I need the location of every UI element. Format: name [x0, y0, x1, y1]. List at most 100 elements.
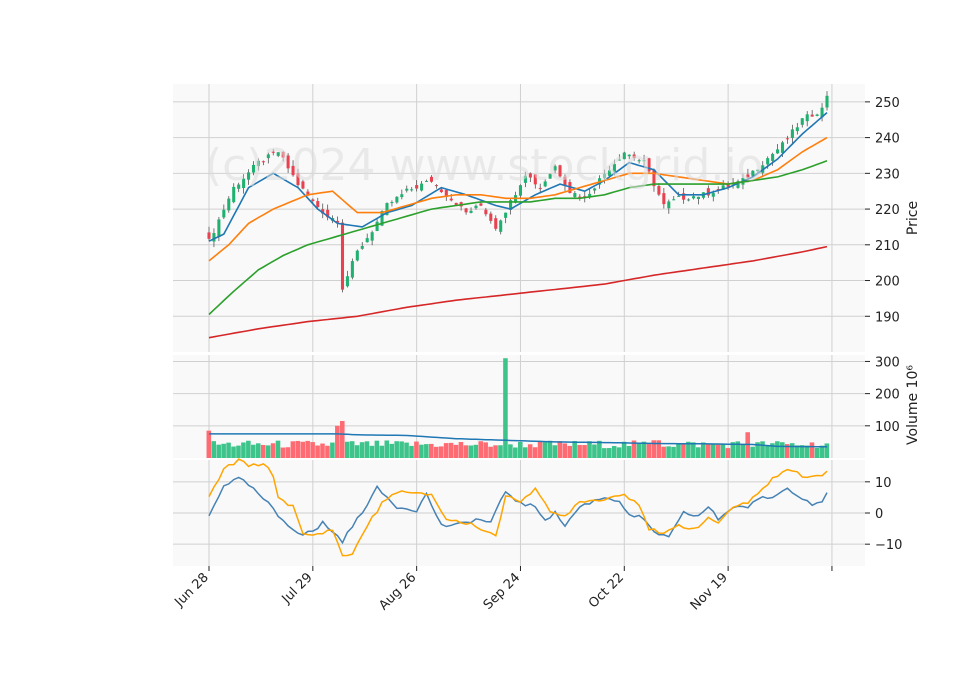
volume-bar [369, 445, 375, 458]
candle-body [321, 209, 325, 214]
candle-body [558, 165, 562, 177]
candle-body [271, 151, 275, 153]
volume-bar [597, 440, 602, 458]
candle-body [405, 188, 409, 191]
candle-body [647, 158, 651, 172]
candle-body [790, 129, 794, 138]
volume-bar [819, 445, 825, 458]
x-tick-label: Jul 29 [279, 570, 316, 607]
volume-bar [236, 445, 241, 458]
price-panel-background [173, 84, 865, 352]
volume-bar [789, 443, 795, 458]
candle-body [657, 186, 661, 195]
price-y-tick-label: 200 [875, 275, 900, 290]
volume-bar [384, 440, 390, 458]
volume-bar [206, 430, 212, 458]
volume-y-tick-label: 100 [875, 420, 900, 435]
candle-body [667, 201, 671, 209]
volume-bar [216, 444, 221, 458]
candle-body [281, 151, 285, 158]
volume-bar [562, 443, 568, 458]
candle-body [355, 250, 359, 261]
candle-body [652, 169, 656, 187]
volume-bar [241, 442, 246, 458]
volume-bar [666, 446, 671, 458]
candle-body [509, 200, 513, 210]
candle-body [474, 205, 478, 209]
candle-body [795, 127, 799, 132]
candle-body [345, 276, 349, 287]
candle-body [301, 181, 305, 189]
volume-bar [646, 444, 652, 458]
indicator-y-tick-label: 10 [875, 476, 892, 491]
candle-body [340, 222, 345, 290]
candle-body [677, 195, 681, 197]
volume-bar [518, 441, 523, 458]
volume-bar [226, 442, 231, 458]
candle-body [776, 149, 780, 154]
candle-body [617, 159, 621, 161]
volume-bar [676, 443, 681, 458]
volume-bar [473, 444, 479, 458]
volume-bar [557, 441, 563, 458]
volume-bar [488, 446, 493, 458]
candle-body [400, 194, 404, 198]
candle-body [523, 175, 527, 183]
candle-body [247, 172, 251, 180]
volume-bar [320, 443, 325, 458]
candle-body [711, 193, 715, 197]
candle-body [800, 118, 804, 125]
indicator-y-tick-label: −10 [875, 538, 902, 553]
candle-body [316, 201, 320, 208]
x-tick-label: Nov 19 [688, 570, 731, 613]
volume-bar [730, 442, 736, 458]
volume-bar [735, 441, 741, 458]
candle-body [326, 209, 330, 218]
volume-bar [394, 441, 399, 458]
volume-bar [572, 440, 577, 458]
volume-bar [691, 442, 696, 458]
volume-bar [310, 442, 315, 458]
price-axis-title: Price [905, 201, 921, 235]
candle-body [538, 187, 542, 189]
volume-bar [389, 443, 395, 458]
volume-bar [720, 443, 726, 458]
volume-bar [513, 447, 518, 458]
volume-bar [780, 442, 785, 458]
price-y-tick-label: 190 [875, 310, 900, 325]
candle-body [583, 196, 587, 198]
volume-bar [824, 443, 830, 458]
candle-body [751, 170, 755, 176]
candle-body [444, 190, 448, 197]
volume-bar [478, 441, 483, 458]
candle-body [662, 193, 666, 205]
volume-bar [344, 441, 350, 458]
candle-body [696, 196, 700, 199]
candle-body [454, 202, 458, 206]
volume-bar [527, 444, 533, 458]
indicator-y-tick-label: 0 [875, 507, 883, 522]
candle-body [578, 196, 582, 198]
volume-bar [399, 441, 404, 458]
candle-body [336, 220, 340, 223]
candle-body [721, 185, 725, 190]
candle-body [622, 152, 626, 160]
volume-bar [814, 448, 820, 458]
volume-bar [522, 447, 528, 458]
volume-bar [804, 445, 810, 458]
candle-body [425, 180, 429, 182]
candle-body [415, 185, 419, 189]
volume-bar [705, 443, 711, 458]
volume-bar [508, 444, 513, 458]
candle-body [593, 188, 597, 191]
volume-bar [611, 446, 617, 458]
volume-bar [552, 445, 558, 458]
volume-y-tick-label: 300 [875, 355, 900, 370]
candle-body [434, 185, 438, 187]
candle-body [573, 193, 577, 198]
candle-body [746, 174, 750, 178]
volume-bar [784, 444, 790, 458]
volume-bar [656, 440, 661, 458]
volume-bar [443, 443, 449, 458]
volume-bar [404, 442, 409, 458]
